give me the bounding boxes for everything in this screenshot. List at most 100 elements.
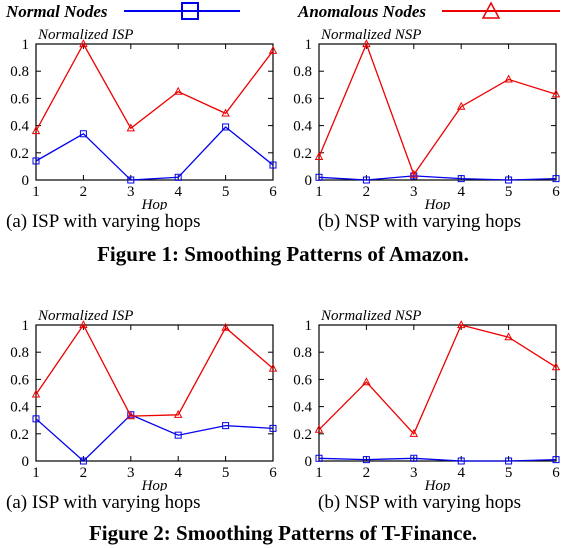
data-point-normal — [457, 457, 465, 465]
y-tick-label: 0.4 — [293, 119, 312, 135]
data-point-normal — [315, 454, 323, 462]
data-point-normal — [79, 130, 87, 138]
legend-triangle-marker — [481, 1, 501, 19]
x-tick-label: 5 — [222, 465, 230, 481]
plot-frame — [35, 324, 274, 462]
x-tick-label: 4 — [457, 184, 465, 200]
series-line-normal — [318, 457, 557, 462]
x-tick-label: 6 — [269, 465, 277, 481]
y-tick-label: 0.2 — [10, 427, 29, 443]
data-point-anomalous — [362, 377, 371, 386]
chart-amazon-nsp: Normalized NSP 0 0.2 0.4 0.6 0.8 1 1 2 3 4 5 6 Hop — [293, 27, 561, 210]
data-point-anomalous — [409, 169, 419, 178]
data-point-anomalous — [31, 389, 41, 398]
data-point-normal — [269, 161, 277, 169]
x-tick-label: 1 — [315, 465, 323, 481]
chart-title: Normalized ISP — [37, 27, 133, 43]
x-tick-label: 5 — [505, 465, 512, 481]
legend-anomalous-label: Anomalous Nodes — [297, 2, 426, 21]
data-point-normal — [505, 176, 513, 184]
series-line-normal — [35, 414, 274, 462]
data-point-normal — [505, 457, 513, 465]
data-point-anomalous — [79, 320, 88, 329]
y-tick-label: 1 — [305, 37, 313, 53]
chart-amazon-isp: Normalized ISP 0 0.2 0.4 0.6 0.8 1 1 2 3 4 5 6 Hop — [10, 27, 278, 210]
y-tick-label: 0.6 — [293, 372, 312, 388]
y-tick-label: 1 — [305, 318, 313, 334]
data-point-normal — [79, 457, 87, 465]
x-axis-label: Hop — [141, 197, 168, 210]
chart-title: Normalized ISP — [37, 308, 133, 324]
x-tick-label: 3 — [127, 465, 135, 481]
data-point-normal — [315, 173, 323, 181]
x-axis-label: Hop — [424, 478, 451, 491]
plot-frame — [318, 43, 557, 181]
y-tick-label: 0.6 — [10, 91, 29, 107]
data-point-normal — [222, 422, 230, 430]
x-axis-label: Hop — [141, 478, 168, 491]
x-tick-label: 5 — [505, 184, 512, 200]
subcaption-2b: (b) NSP with varying hops — [318, 492, 522, 513]
y-tick-label: 0.8 — [10, 345, 29, 361]
data-point-normal — [362, 176, 370, 184]
legend-normal-label: Normal Nodes — [5, 2, 108, 21]
y-tick-label: 0 — [22, 454, 30, 470]
data-point-anomalous — [456, 101, 466, 110]
y-tick-label: 0.8 — [10, 64, 29, 80]
data-point-anomalous — [456, 320, 466, 329]
y-tick-label: 0 — [22, 173, 30, 189]
data-point-anomalous — [504, 332, 513, 341]
y-tick-label: 0 — [305, 454, 313, 470]
data-point-normal — [127, 176, 135, 184]
data-point-normal — [32, 415, 40, 423]
data-point-anomalous — [409, 428, 419, 437]
x-tick-label: 3 — [410, 184, 418, 200]
y-tick-label: 0.6 — [10, 372, 29, 388]
figure-2-caption: Figure 2: Smoothing Patterns of T-Financ… — [88, 521, 478, 545]
series-line-anomalous — [318, 42, 557, 176]
y-tick-label: 0.2 — [10, 146, 29, 162]
data-point-anomalous — [79, 39, 88, 48]
y-tick-label: 0.2 — [293, 427, 312, 443]
data-point-anomalous — [314, 152, 324, 160]
x-tick-label: 4 — [457, 465, 465, 481]
subcaption-1b: (b) NSP with varying hops — [318, 211, 522, 232]
plot-frame — [35, 43, 274, 181]
data-point-anomalous — [362, 39, 371, 48]
x-tick-label: 5 — [222, 184, 230, 200]
chart-tfinance-nsp: Normalized NSP 0 0.2 0.4 0.6 0.8 1 1 2 3 4 5 6 Hop — [293, 308, 560, 491]
data-point-normal — [269, 424, 277, 432]
x-tick-label: 1 — [32, 184, 40, 200]
x-tick-label: 3 — [410, 465, 418, 481]
chart-tfinance-isp: Normalized ISP 0 0.2 0.4 0.6 0.8 1 1 2 3 4 5 6 Hop — [10, 308, 278, 491]
y-tick-label: 0.4 — [293, 400, 312, 416]
series-line-normal — [35, 126, 274, 181]
x-tick-label: 2 — [363, 184, 371, 200]
data-point-normal — [552, 175, 560, 183]
data-point-anomalous — [268, 45, 278, 54]
data-point-anomalous — [268, 363, 278, 372]
data-point-anomalous — [221, 108, 230, 117]
data-point-anomalous — [504, 74, 513, 83]
data-point-anomalous — [173, 86, 183, 95]
data-point-normal — [552, 456, 560, 464]
x-tick-label: 2 — [80, 184, 88, 200]
y-tick-label: 1 — [22, 37, 30, 53]
y-tick-label: 0.6 — [293, 91, 312, 107]
data-point-anomalous — [551, 89, 561, 98]
x-tick-label: 6 — [552, 184, 560, 200]
x-tick-label: 2 — [363, 465, 371, 481]
y-tick-label: 0.8 — [293, 64, 312, 80]
data-point-normal — [32, 157, 40, 165]
data-point-normal — [362, 456, 370, 464]
x-tick-label: 4 — [174, 465, 182, 481]
data-point-anomalous — [126, 411, 136, 420]
plot-frame — [318, 324, 557, 462]
subcaption-2a: (a) ISP with varying hops — [6, 492, 201, 513]
x-tick-label: 3 — [127, 184, 135, 200]
data-point-anomalous — [173, 409, 183, 418]
y-tick-label: 0.4 — [10, 119, 29, 135]
chart-title: Normalized NSP — [320, 308, 421, 324]
series-line-anomalous — [318, 324, 557, 435]
subcaption-1a: (a) ISP with varying hops — [6, 211, 201, 232]
